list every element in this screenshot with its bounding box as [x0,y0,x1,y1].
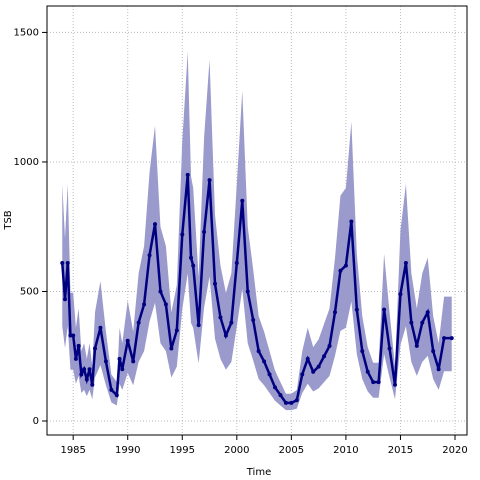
point [76,343,81,348]
point [185,172,190,177]
point [169,346,174,351]
x-tick-label: 2020 [442,445,467,456]
point [371,380,376,385]
x-tick-label: 2005 [279,445,304,456]
point [98,325,103,330]
point [398,292,403,297]
y-tick-label: 500 [20,286,39,297]
point [189,255,193,260]
x-tick-label: 1990 [115,445,140,456]
point [202,229,207,234]
point [354,307,359,312]
point [90,382,95,387]
point [84,377,89,382]
point [223,333,228,338]
point [322,354,327,359]
point [103,359,108,364]
point [196,323,201,328]
point [262,359,267,364]
y-tick-label: 1500 [14,27,39,38]
point [136,320,141,325]
confidence-band [62,51,452,411]
point [109,387,114,392]
point [87,367,92,372]
point [403,260,408,265]
point [414,343,419,348]
point [158,289,163,294]
point [409,320,414,325]
point [431,349,436,354]
point [65,260,70,265]
point [63,297,67,302]
x-tick-label: 1985 [60,445,85,456]
point [245,289,250,294]
point [305,356,310,361]
point [267,372,272,377]
point [142,302,147,307]
point [311,369,316,374]
point [333,310,337,315]
point [316,364,321,369]
point [251,317,256,322]
point [327,343,332,348]
point [163,302,168,307]
point [79,372,84,377]
point [218,315,223,320]
y-tick-label: 1000 [14,157,39,168]
point [382,307,387,312]
point [234,260,239,265]
point [365,369,370,374]
point [393,382,397,387]
point [300,372,305,377]
plot-frame [46,5,468,436]
point [73,356,78,361]
x-tick-label: 2015 [388,445,413,456]
point [229,320,234,325]
point [349,219,354,224]
point [207,178,212,183]
point [387,346,392,351]
x-tick-label: 2000 [224,445,249,456]
x-tick-label: 2010 [333,445,358,456]
point [174,328,179,333]
point [425,310,430,315]
point [71,333,76,338]
point [60,260,65,265]
point [213,281,217,286]
point [117,356,122,361]
point [240,198,245,203]
x-tick-label: 1995 [170,445,195,456]
point [147,253,152,258]
y-axis-label: TSB [3,210,14,230]
point [191,263,196,268]
point [449,336,454,341]
point [436,367,441,372]
point [442,336,447,341]
point [273,385,277,390]
point [120,367,125,372]
point [180,232,185,237]
point [93,346,97,351]
point [289,400,294,405]
point [278,393,283,398]
point [114,393,119,398]
point [294,398,299,403]
point [338,268,343,273]
point [420,320,425,325]
point [256,349,261,354]
point [125,338,130,343]
point [376,380,381,385]
y-tick-label: 0 [33,416,39,427]
point [153,222,157,227]
point [360,349,365,354]
point [283,400,288,405]
point [131,359,136,364]
point [82,367,87,372]
point [343,263,348,268]
x-axis-label: Time [246,467,271,478]
